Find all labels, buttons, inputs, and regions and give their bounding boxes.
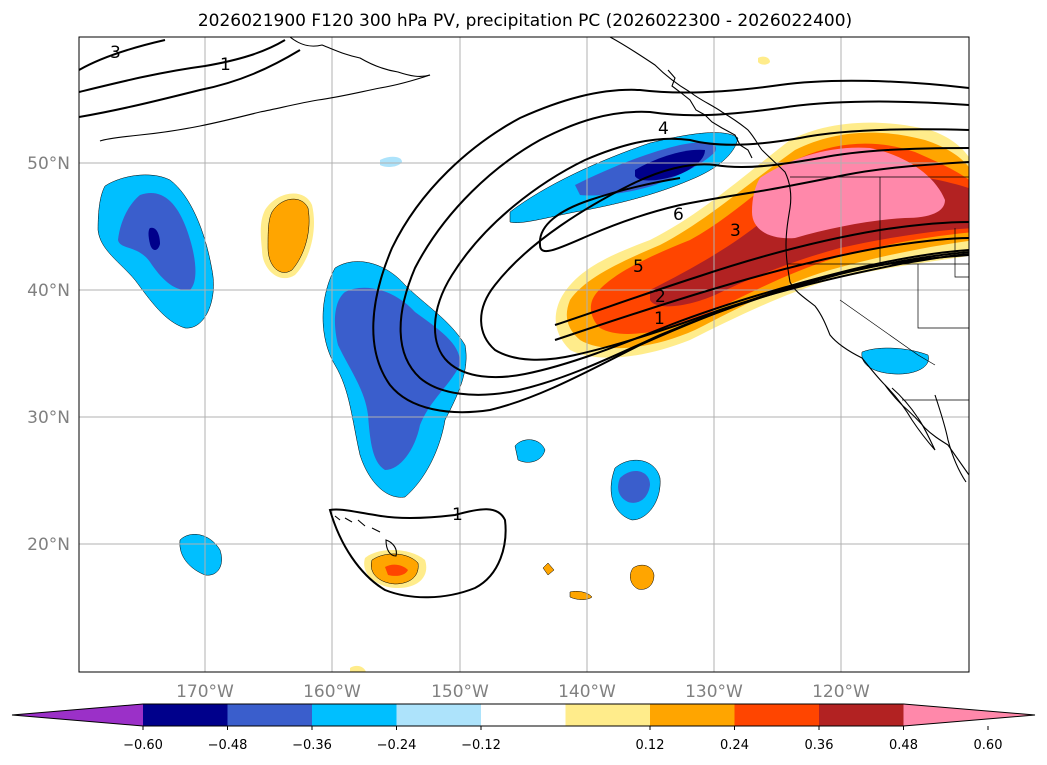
shade-pos-mid bbox=[267, 198, 310, 273]
colorbar-segment bbox=[565, 704, 651, 726]
pv-contour-trough-inner bbox=[538, 161, 969, 253]
coast-alaska bbox=[289, 37, 431, 77]
shade-neg-mid bbox=[514, 439, 546, 463]
lon-label: 170°W bbox=[176, 682, 234, 702]
pv-contour-labels: 3 1 4 6 3 5 2 1 1 bbox=[110, 43, 741, 525]
shade-pos-strong bbox=[385, 564, 408, 576]
coast-north-america-west bbox=[761, 149, 969, 476]
lon-label: 130°W bbox=[685, 682, 743, 702]
lat-label: 20°N bbox=[27, 535, 70, 555]
pv-contour-ridge-south bbox=[554, 221, 969, 326]
colorbar-segment bbox=[481, 704, 566, 726]
pv-label: 5 bbox=[633, 257, 644, 277]
pv-label: 1 bbox=[654, 309, 665, 329]
pv-label: 3 bbox=[110, 43, 121, 63]
shade-pos-ext bbox=[752, 147, 945, 239]
map-panel: 3 1 4 6 3 5 2 1 1 bbox=[79, 37, 969, 672]
lat-label: 30°N bbox=[27, 408, 70, 428]
pv-contour-trough-3 bbox=[433, 128, 969, 379]
shade-pos-weak bbox=[758, 56, 770, 65]
colorbar-segment bbox=[819, 704, 904, 726]
shade-neg-weak bbox=[380, 156, 402, 167]
shade-neg-ext bbox=[635, 149, 705, 181]
colorbar-tick-label: −0.12 bbox=[461, 738, 501, 753]
colorbar-tick-label: −0.60 bbox=[123, 738, 163, 753]
pv-contour-1-northwest bbox=[79, 39, 286, 93]
lat-label: 50°N bbox=[27, 154, 70, 174]
shade-pos-mid bbox=[542, 562, 555, 576]
colorbar-segment bbox=[650, 704, 735, 726]
gridlines bbox=[79, 37, 969, 672]
lon-label: 120°W bbox=[812, 682, 870, 702]
pv-contours bbox=[79, 39, 969, 599]
colorbar-extend-min bbox=[12, 704, 143, 726]
colorbar-segments bbox=[11, 703, 1036, 727]
colorbar-tick-label: −0.36 bbox=[292, 738, 332, 753]
lat-label: 40°N bbox=[27, 281, 70, 301]
coast-se-alaska bbox=[609, 37, 763, 151]
shade-neg-strong bbox=[334, 287, 461, 470]
colorbar-tick-label: 0.24 bbox=[720, 738, 749, 753]
positive-anomaly-shading bbox=[260, 56, 969, 672]
pv-contour-northwest-inner bbox=[79, 49, 301, 118]
colorbar-tick-label: 0.48 bbox=[889, 738, 918, 753]
pv-label: 6 bbox=[673, 205, 684, 225]
colorbar-segment bbox=[734, 704, 820, 726]
latitude-axis: 50°N 40°N 30°N 20°N bbox=[27, 154, 70, 555]
coast-aleutian-chain bbox=[99, 74, 431, 142]
pv-contour-3-northwest bbox=[79, 39, 166, 71]
colorbar: −0.60 −0.48 −0.36 −0.24 −0.12 0.12 0.24 0.36 0.4… bbox=[11, 703, 1036, 753]
lon-label: 160°W bbox=[303, 682, 361, 702]
colorbar-tick-label: 0.60 bbox=[974, 738, 1003, 753]
pv-contour-1-hawaii bbox=[328, 508, 507, 599]
colorbar-tick-label: −0.24 bbox=[377, 738, 417, 753]
pv-contour-ridge-south-2 bbox=[554, 237, 969, 341]
colorbar-segment bbox=[396, 704, 482, 726]
coast-mexico bbox=[934, 394, 967, 483]
colorbar-ticks: −0.60 −0.48 −0.36 −0.24 −0.12 0.12 0.24 0.36 0.4… bbox=[123, 726, 1002, 753]
shade-neg-mid bbox=[861, 347, 929, 375]
coast-baja bbox=[884, 384, 936, 451]
longitude-axis: 170°W 160°W 150°W 140°W 130°W 120°W bbox=[176, 682, 870, 702]
lon-label: 150°W bbox=[431, 682, 489, 702]
shade-pos-mid bbox=[630, 564, 655, 590]
pv-contour-trough-4 bbox=[480, 147, 969, 361]
colorbar-tick-label: 0.36 bbox=[805, 738, 834, 753]
pv-label: 3 bbox=[730, 221, 741, 241]
coast-hawaii bbox=[334, 515, 397, 557]
colorbar-tick-label: −0.48 bbox=[208, 738, 248, 753]
shade-neg-ext bbox=[148, 227, 160, 250]
colorbar-segment bbox=[143, 704, 228, 726]
colorbar-tick-label: 0.12 bbox=[636, 738, 665, 753]
colorbar-segment bbox=[227, 704, 313, 726]
pv-label: 1 bbox=[220, 55, 231, 75]
figure-title: 2026021900 F120 300 hPa PV, precipitatio… bbox=[198, 11, 852, 31]
lon-label: 140°W bbox=[558, 682, 616, 702]
shade-pos-weak bbox=[350, 665, 366, 672]
negative-anomaly-shading bbox=[97, 132, 929, 576]
shade-neg-strong bbox=[618, 470, 650, 503]
pv-label: 2 bbox=[655, 287, 666, 307]
map-frame bbox=[78, 36, 970, 673]
colorbar-segment bbox=[312, 704, 397, 726]
pv-label: 1 bbox=[452, 505, 463, 525]
colorbar-extend-max bbox=[903, 704, 1035, 726]
pv-label: 4 bbox=[658, 119, 669, 139]
